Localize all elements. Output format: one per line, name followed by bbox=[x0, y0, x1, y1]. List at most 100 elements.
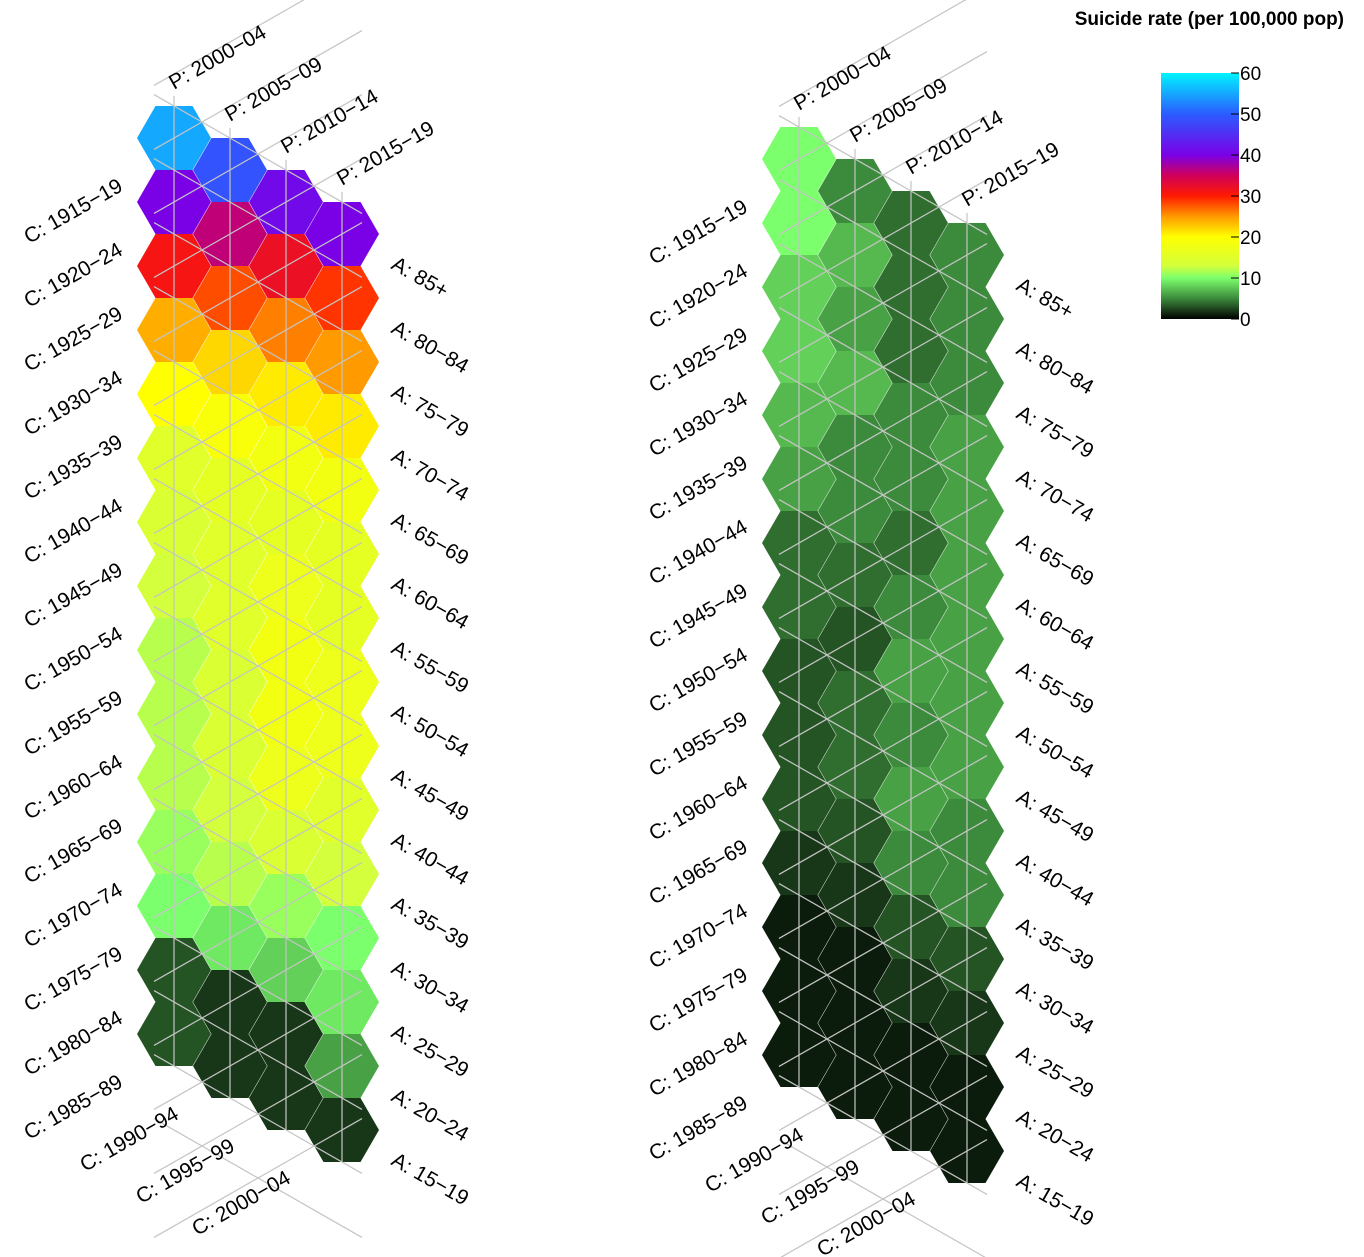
cohort-label: C: 1925−29 bbox=[645, 323, 751, 397]
cohort-label: C: 1960−64 bbox=[20, 750, 127, 824]
cohort-label: C: 1970−74 bbox=[20, 878, 127, 952]
cohort-gridline bbox=[153, 542, 363, 662]
age-label: A: 85+ bbox=[388, 252, 453, 302]
legend-tick-label: 10 bbox=[1240, 269, 1261, 290]
age-label: A: 80−84 bbox=[388, 316, 473, 378]
cohort-label: C: 1915−19 bbox=[645, 195, 751, 269]
period-label: P: 2005−09 bbox=[846, 74, 951, 147]
cohort-label: C: 1920−24 bbox=[20, 238, 127, 312]
cohort-gridline bbox=[153, 222, 363, 342]
age-label: A: 15−19 bbox=[388, 1148, 473, 1210]
period-label: P: 2015−19 bbox=[958, 138, 1063, 211]
age-label: A: 45−49 bbox=[388, 764, 473, 826]
panel-2: P: 2000−04P: 2005−09P: 2010−14P: 2015−19… bbox=[645, 0, 1098, 1257]
legend-tick-label: 0 bbox=[1240, 310, 1251, 331]
cohort-gridline bbox=[153, 350, 363, 470]
cohort-gridline bbox=[778, 0, 967, 107]
cohort-label: C: 1960−64 bbox=[645, 771, 752, 845]
age-label: A: 15−19 bbox=[1013, 1169, 1098, 1231]
period-label: P: 2010−14 bbox=[902, 106, 1007, 180]
legend-tick-label: 20 bbox=[1240, 228, 1261, 249]
cohort-gridline bbox=[778, 179, 988, 299]
age-label: A: 60−64 bbox=[388, 572, 473, 634]
age-label: A: 50−54 bbox=[388, 700, 473, 762]
cohort-gridline bbox=[153, 158, 363, 278]
age-label: A: 70−74 bbox=[1013, 465, 1098, 527]
cohort-gridline bbox=[153, 0, 305, 86]
period-label: P: 2005−09 bbox=[221, 53, 326, 126]
age-label: A: 30−34 bbox=[388, 956, 473, 1018]
cohort-gridline bbox=[778, 627, 988, 747]
cohort-gridline bbox=[153, 30, 363, 150]
cohort-gridline bbox=[780, 1139, 988, 1257]
cohort-label: C: 2000−04 bbox=[813, 1187, 920, 1257]
age-label: A: 70−74 bbox=[388, 444, 473, 506]
period-label: P: 2015−19 bbox=[333, 117, 438, 190]
hexagons bbox=[762, 127, 1004, 1183]
cohort-gridline bbox=[153, 1118, 363, 1238]
legend-tick-label: 40 bbox=[1240, 146, 1261, 167]
cohort-label: C: 1970−74 bbox=[645, 899, 752, 973]
legend-tick-label: 50 bbox=[1240, 105, 1261, 126]
cohort-gridline bbox=[153, 734, 363, 854]
age-label: A: 65−69 bbox=[1013, 529, 1098, 591]
age-label: A: 40−44 bbox=[1013, 849, 1098, 911]
cohort-label: C: 1915−19 bbox=[20, 174, 126, 248]
cohort-label: C: 1930−34 bbox=[645, 387, 752, 461]
age-label: A: 45−49 bbox=[1013, 785, 1098, 847]
cohort-label: C: 1945−49 bbox=[645, 579, 751, 653]
age-label: A: 75−79 bbox=[388, 380, 473, 442]
age-label: A: 50−54 bbox=[1013, 721, 1098, 783]
color-legend: Suicide rate (per 100,000 pop) 0 10 20 30 40… bbox=[1075, 9, 1344, 331]
cohort-gridline bbox=[153, 926, 363, 1046]
cohort-gridline bbox=[153, 862, 363, 982]
cohort-label: C: 1965−69 bbox=[20, 814, 126, 888]
cohort-gridline bbox=[153, 670, 363, 790]
age-label: A: 20−24 bbox=[1013, 1105, 1098, 1167]
cohort-gridline bbox=[778, 115, 988, 235]
age-label: A: 85+ bbox=[1013, 273, 1078, 323]
cohort-label: C: 1920−24 bbox=[645, 259, 752, 333]
cohort-label: C: 1965−69 bbox=[645, 835, 751, 909]
panel-1: P: 2000−04P: 2005−09P: 2010−14P: 2015−19… bbox=[20, 0, 473, 1240]
period-label: P: 2000−04 bbox=[790, 42, 895, 116]
cohort-gridline bbox=[153, 1054, 363, 1174]
hexagons bbox=[137, 106, 379, 1162]
cohort-label: C: 2000−04 bbox=[188, 1166, 295, 1240]
cohort-gridline bbox=[778, 755, 988, 875]
cohort-gridline bbox=[778, 947, 988, 1067]
age-label: A: 75−79 bbox=[1013, 401, 1098, 463]
period-label: P: 2000−04 bbox=[165, 21, 270, 95]
cohort-label: C: 1945−49 bbox=[20, 558, 126, 632]
age-label: A: 25−29 bbox=[1013, 1041, 1098, 1103]
age-label: A: 60−64 bbox=[1013, 593, 1098, 655]
cohort-label: C: 1935−39 bbox=[645, 451, 751, 525]
panels: P: 2000−04P: 2005−09P: 2010−14P: 2015−19… bbox=[20, 0, 1098, 1257]
age-label: A: 80−84 bbox=[1013, 337, 1098, 399]
age-label: A: 30−34 bbox=[1013, 977, 1098, 1039]
age-label: A: 55−59 bbox=[1013, 657, 1098, 719]
cohort-gridline bbox=[153, 414, 363, 534]
cohort-label: C: 1995−99 bbox=[757, 1155, 863, 1229]
cohort-gridline bbox=[153, 990, 363, 1110]
cohort-gridline bbox=[778, 1011, 988, 1131]
cohort-gridline bbox=[778, 243, 988, 363]
legend-tick-label: 30 bbox=[1240, 187, 1261, 208]
grid-lines bbox=[778, 0, 988, 1257]
age-label: A: 65−69 bbox=[388, 508, 473, 570]
cohort-label: C: 1975−79 bbox=[645, 963, 751, 1037]
cohort-label: C: 1955−59 bbox=[645, 707, 751, 781]
cohort-label: C: 1975−79 bbox=[20, 942, 126, 1016]
cohort-label: C: 1950−54 bbox=[20, 622, 127, 696]
cohort-gridline bbox=[778, 1075, 988, 1195]
age-label: A: 40−44 bbox=[388, 828, 473, 890]
legend-title: Suicide rate (per 100,000 pop) bbox=[1075, 9, 1344, 30]
cohort-gridline bbox=[778, 371, 988, 491]
cohort-gridline bbox=[778, 563, 988, 683]
cohort-gridline bbox=[778, 819, 988, 939]
cohort-label: C: 1990−94 bbox=[76, 1102, 183, 1176]
age-label: A: 35−39 bbox=[1013, 913, 1098, 975]
period-label: P: 2010−14 bbox=[277, 85, 382, 159]
age-label: A: 25−29 bbox=[388, 1020, 473, 1082]
